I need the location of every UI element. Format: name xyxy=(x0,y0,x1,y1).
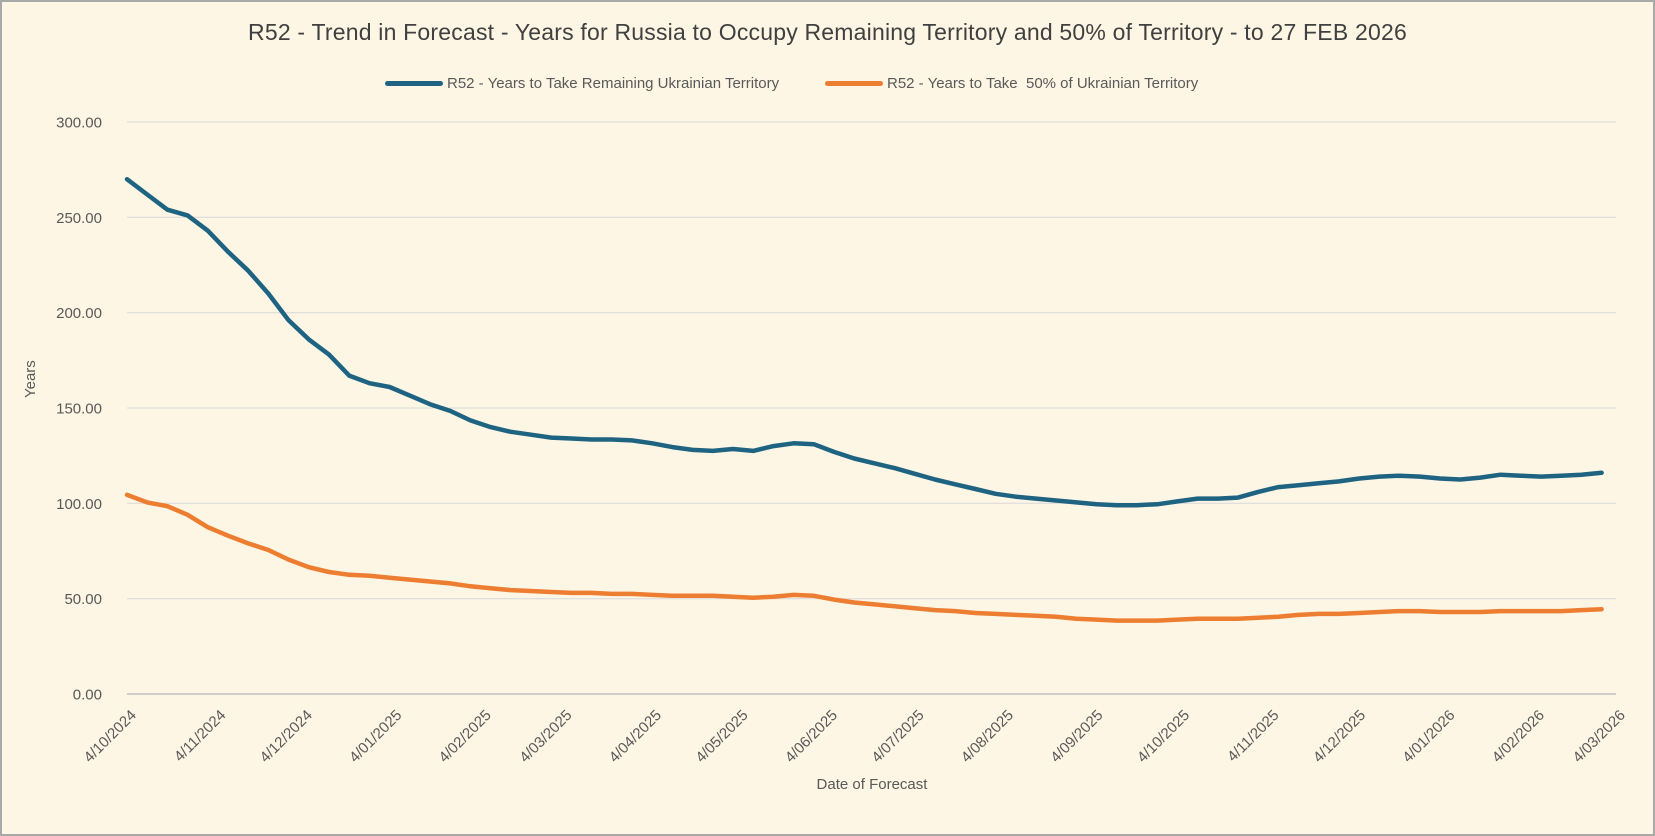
y-tick-label: 250.00 xyxy=(56,210,102,227)
x-tick-label: 4/11/2025 xyxy=(1224,707,1282,765)
x-tick-label: 4/10/2024 xyxy=(81,707,140,766)
x-tick-label: 4/01/2025 xyxy=(346,707,405,766)
series-line-half-territory xyxy=(124,492,1604,623)
legend-entry-half-territory: R52 - Years to Take 50% of Ukrainian Ter… xyxy=(825,73,1198,93)
y-tick-label: 150.00 xyxy=(56,401,102,418)
legend-swatch-half-territory xyxy=(825,80,883,86)
y-tick-label: 100.00 xyxy=(56,496,102,513)
y-tick-label: 200.00 xyxy=(56,305,102,322)
x-tick-label: 4/07/2025 xyxy=(868,707,927,766)
y-tick-label: 0.00 xyxy=(73,687,102,704)
legend-label-half-territory: R52 - Years to Take 50% of Ukrainian Ter… xyxy=(887,74,1199,92)
x-tick-label: 4/06/2025 xyxy=(782,707,841,766)
x-tick-label: 4/02/2026 xyxy=(1489,707,1548,766)
x-tick-label: 4/01/2026 xyxy=(1399,707,1458,766)
x-tick-label: 4/08/2025 xyxy=(958,707,1017,766)
x-tick-label: 4/12/2025 xyxy=(1310,707,1369,766)
x-tick-label: 4/09/2025 xyxy=(1047,707,1106,766)
x-tick-label: 4/05/2025 xyxy=(692,707,751,766)
legend-label-remaining-territory: R52 - Years to Take Remaining Ukrainian … xyxy=(447,74,780,92)
x-tick-label: 4/03/2025 xyxy=(516,707,575,766)
x-tick-label: 4/04/2025 xyxy=(606,707,665,766)
x-tick-label: 4/02/2025 xyxy=(436,707,495,766)
x-tick-label: 4/11/2024 xyxy=(171,707,229,765)
x-tick-label: 4/10/2025 xyxy=(1134,707,1193,766)
y-tick-label: 300.00 xyxy=(56,115,102,132)
x-tick-label: 4/03/2026 xyxy=(1570,707,1629,766)
x-tick-label: 4/12/2024 xyxy=(257,707,316,766)
x-axis-title: Date of Forecast xyxy=(816,776,928,793)
y-tick-label: 50.00 xyxy=(64,591,102,608)
chart-title: R52 - Trend in Forecast - Years for Russ… xyxy=(248,19,1407,45)
legend-entry-remaining-territory: R52 - Years to Take Remaining Ukrainian … xyxy=(385,73,779,93)
legend-swatch-remaining-territory xyxy=(385,80,443,86)
series-line-remaining-territory xyxy=(124,176,1604,508)
